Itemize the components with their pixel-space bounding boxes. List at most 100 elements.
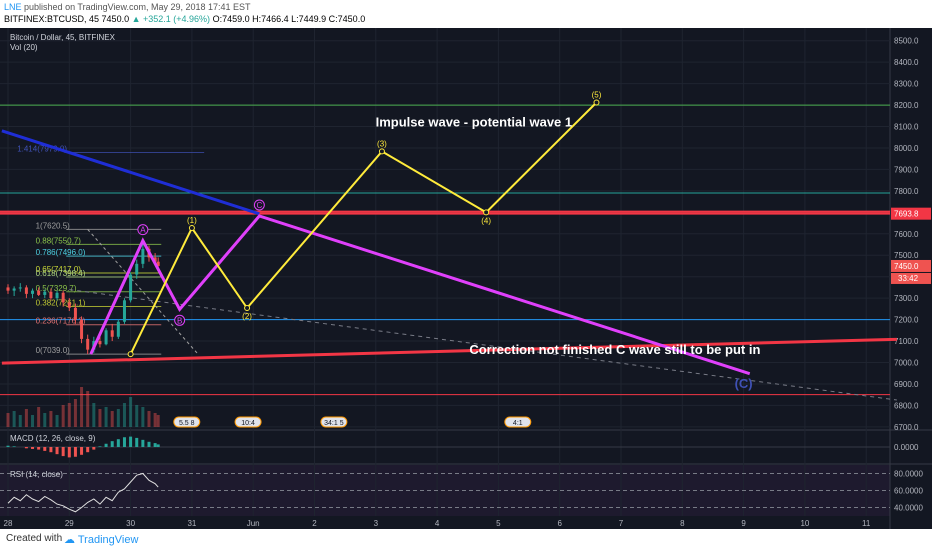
candle-body [12, 288, 16, 291]
candle-body [86, 338, 90, 350]
author-link[interactable]: LNE [4, 2, 22, 12]
wave-point-marker [174, 314, 186, 326]
published-text: published on TradingView.com, May 29, 20… [24, 2, 251, 12]
candle-body [37, 290, 41, 295]
price-tick-label: 7600.0 [894, 230, 919, 239]
wave-point-marker [244, 305, 251, 312]
candle-body [98, 341, 102, 345]
event-badge [234, 416, 262, 428]
macd-histogram-bar [156, 444, 160, 447]
volume-bar [122, 403, 126, 427]
rsi-tick-label: 60.0000 [894, 487, 923, 496]
macd-histogram-bar [110, 441, 114, 447]
price-tick-label: 6800.0 [894, 401, 919, 410]
correction-wave-label: C [256, 201, 262, 210]
macd-histogram-bar [116, 439, 120, 447]
fib-level-label: 0.5(7329.7) [36, 284, 77, 293]
event-badge-label: 4:1 [513, 420, 523, 427]
volume-bar [18, 415, 22, 427]
volume-bar [141, 407, 145, 427]
time-tick-label: 31 [187, 519, 196, 528]
candle-body [55, 292, 59, 299]
volume-bar [55, 415, 59, 427]
macd-histogram-bar [104, 443, 108, 447]
candle-body [73, 307, 77, 320]
volume-bar [129, 397, 133, 427]
wave-point-marker [127, 351, 134, 358]
macd-histogram-bar [67, 447, 71, 458]
volume-bar [37, 407, 41, 427]
macd-histogram-bar [122, 437, 126, 447]
macd-histogram-bar [73, 447, 77, 457]
macd-histogram-bar [12, 446, 16, 447]
volume-bar [92, 403, 96, 427]
price-chart[interactable]: 28 29 30 31 Jun 2 3 4 5 6 7 8 9 10 11 8500.0 8400.0 8300.… [0, 28, 932, 529]
volume-bar [153, 413, 157, 427]
footer: Created with ☁ TradingView [0, 529, 932, 550]
macd-histogram-bar [61, 447, 65, 457]
fib-level-label: 0.618(7398.4) [36, 269, 86, 278]
tradingview-logo[interactable]: ☁ TradingView [64, 534, 139, 546]
chart-annotation: Impulse wave - potential wave 1 [376, 115, 573, 130]
macd-tick-label: 0.0000 [894, 443, 919, 452]
price-tick-label: 8100.0 [894, 123, 919, 132]
time-tick-label: 6 [557, 519, 562, 528]
price-change: ▲ +352.1 (+4.96%) [131, 14, 211, 24]
volume-bar [67, 403, 71, 427]
wave-point-marker [188, 224, 195, 231]
candle-body [129, 274, 133, 301]
candle-body [135, 263, 139, 275]
volume-bar [6, 413, 10, 427]
volume-bar [116, 409, 120, 427]
candle-body [6, 287, 10, 291]
fib-level-label: 0.65(7417.0) [36, 265, 82, 274]
candle-body [110, 330, 114, 337]
fib-level-label: 0.786(7496.0) [36, 248, 86, 257]
price-tick-label: 6700.0 [894, 423, 919, 432]
candle-body [24, 287, 28, 294]
macd-histogram-bar [129, 436, 133, 447]
candle-body [61, 292, 65, 303]
volume-bar [49, 411, 53, 427]
volume-bar [24, 409, 28, 427]
volume-bar [80, 387, 84, 427]
price-tick-label: 7300.0 [894, 294, 919, 303]
macd-histogram-bar [86, 447, 90, 453]
candle-body [80, 319, 84, 339]
fib-level-label: 1(7620.5) [36, 221, 71, 230]
macd-histogram-bar [141, 439, 145, 447]
chart-title: Bitcoin / Dollar, 45, BITFINEX [10, 33, 116, 42]
chart-header: LNE published on TradingView.com, May 29… [0, 0, 932, 28]
current-price-tag-bg [891, 259, 931, 272]
time-axis-bg [0, 516, 932, 529]
macd-histogram-bar [92, 447, 96, 450]
created-with-text: Created with [6, 533, 63, 544]
price-tick-label: 7800.0 [894, 187, 919, 196]
symbol-info: BITFINEX:BTCUSD, 45 7450.0 ▲ +352.1 (+4.… [4, 14, 365, 24]
candle-body [116, 321, 120, 337]
candle-body [67, 302, 71, 308]
macd-histogram-bar [24, 447, 28, 449]
chart-area[interactable]: 28 29 30 31 Jun 2 3 4 5 6 7 8 9 10 11 8500.0 8400.0 8300.… [0, 28, 932, 529]
event-badge-label: 5.5 8 [179, 420, 195, 427]
rsi-tick-label: 80.0000 [894, 470, 923, 479]
dashed-trendline [69, 289, 897, 401]
rsi-line [7, 472, 159, 513]
red-trendline [1, 337, 897, 365]
volume-bar [110, 411, 114, 427]
ohlc-values: O:7459.0 H:7466.4 L:7449.9 C:7450.0 [212, 14, 366, 24]
time-tick-label: 29 [65, 519, 74, 528]
event-badge [173, 416, 201, 428]
wave-point-marker [137, 224, 149, 236]
time-tick-label: Jun [247, 519, 260, 528]
candle-body [43, 291, 47, 295]
time-tick-label: 7 [619, 519, 624, 528]
candle-body [156, 261, 160, 266]
price-tick-label: 7900.0 [894, 165, 919, 174]
macd-histogram-bar [31, 447, 35, 449]
macd-histogram-bar [43, 447, 47, 451]
volume-legend: Vol (20) [10, 43, 38, 52]
fib-level-label: 0.236(7176.2) [36, 317, 86, 326]
chart-annotation: Correction not finished C wave still to … [469, 342, 760, 357]
price-tick-label: 8300.0 [894, 80, 919, 89]
